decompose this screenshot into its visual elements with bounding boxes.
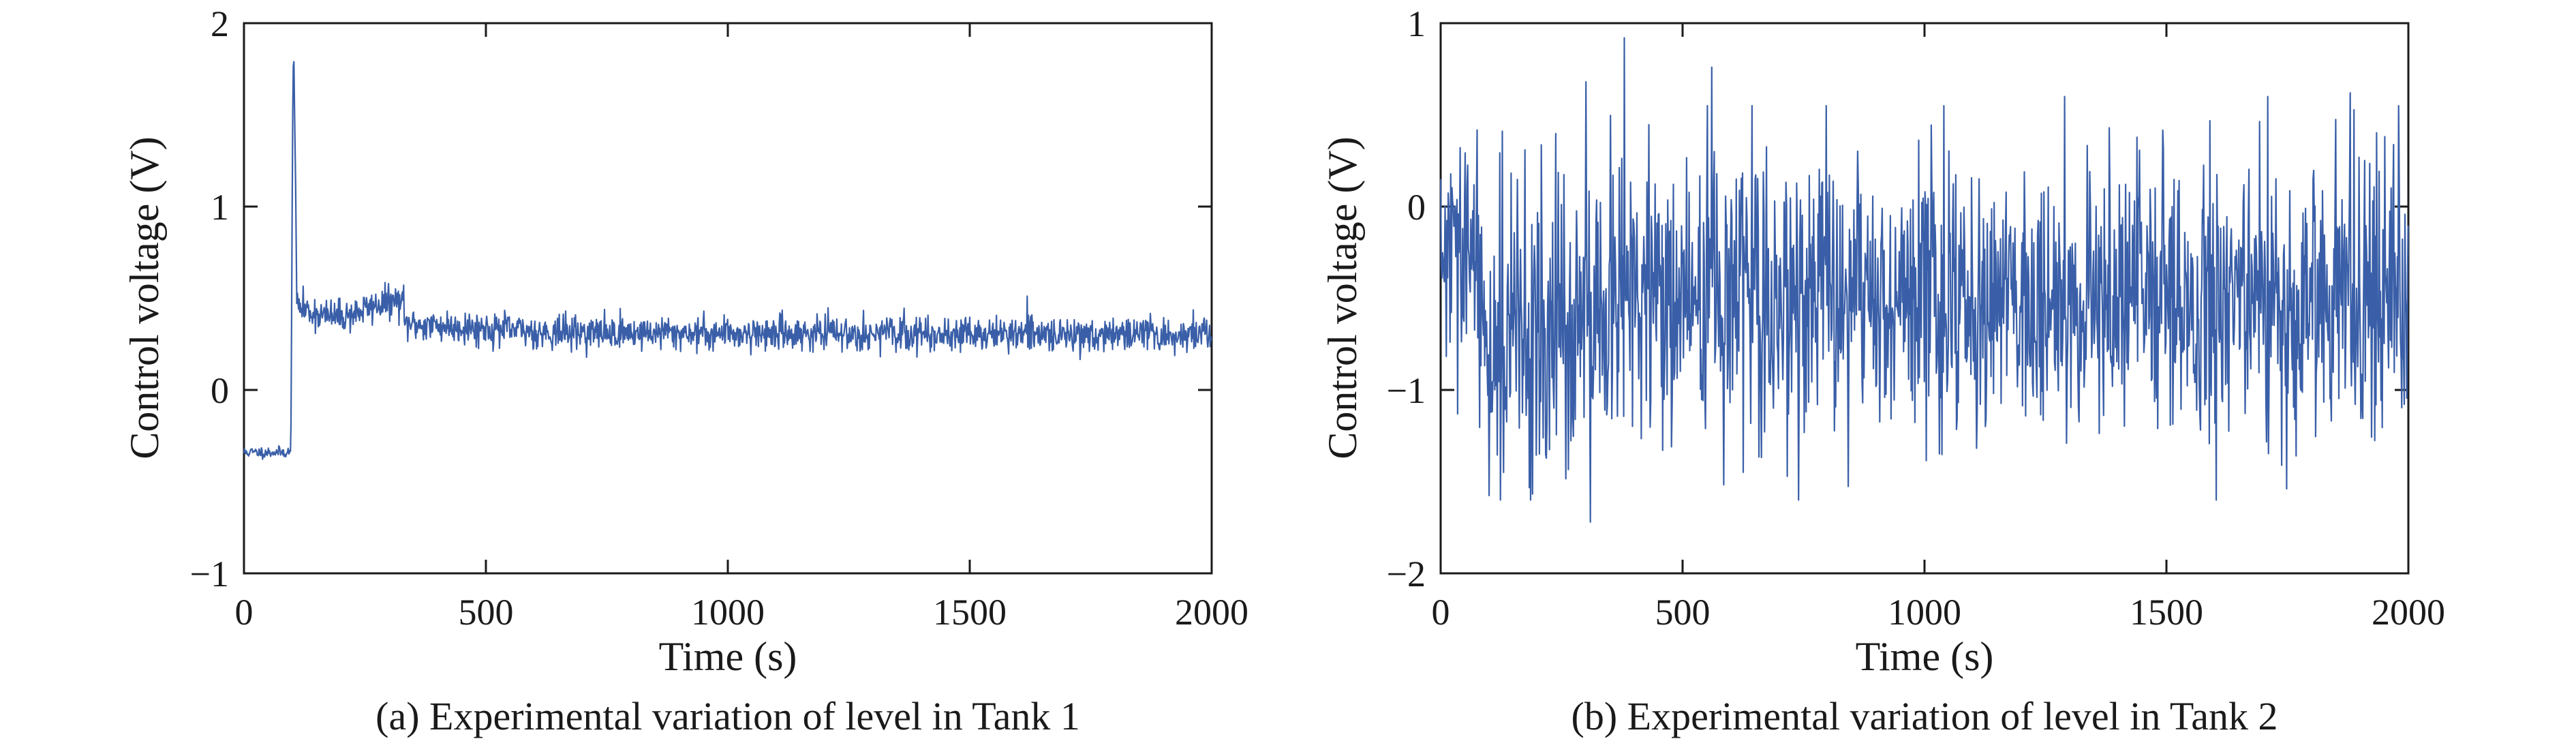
panel-a-caption: (a) Experimental variation of level in T…	[375, 694, 1080, 738]
panel-b-x-axis-label: Time (s)	[1856, 634, 1994, 679]
panel-a-ytick-label-1: 1	[211, 187, 229, 228]
panel-b-xtick-label-500: 500	[1655, 592, 1711, 633]
panel-a-xtick-label-1000: 1000	[691, 592, 765, 633]
panel-b-ytick-label-neg1: −1	[1387, 370, 1426, 411]
panel-b-y-axis-label: Control voltage (V)	[1320, 136, 1365, 459]
panel-a-ytick-label-neg1: −1	[190, 554, 229, 594]
panel-a: 0 500 1000 1500 2000 −1 0 1 2 Time (s) C…	[122, 3, 1248, 738]
panel-b-xtick-label-1000: 1000	[1888, 592, 1961, 633]
panel-b-ticks	[1439, 22, 2410, 575]
panel-a-xtick-label-1500: 1500	[933, 592, 1007, 633]
panel-b-xtick-label-1500: 1500	[2130, 592, 2203, 633]
panel-a-ticks	[243, 22, 1213, 575]
panel-a-ytick-label-0: 0	[211, 370, 229, 411]
panel-b-xtick-label-2000: 2000	[2372, 592, 2445, 633]
panel-b-series-line	[1439, 37, 2409, 523]
panel-a-xtick-label-0: 0	[235, 592, 254, 633]
panel-b-ytick-label-neg2: −2	[1387, 554, 1426, 594]
panel-a-series-line	[243, 61, 1212, 460]
panel-b-ytick-label-1: 1	[1407, 3, 1426, 44]
panel-b-xtick-label-0: 0	[1432, 592, 1450, 633]
panel-a-x-axis-label: Time (s)	[659, 634, 797, 679]
panel-a-y-axis-label: Control voltage (V)	[122, 136, 167, 459]
panel-b-ytick-label-0: 0	[1407, 187, 1426, 228]
panel-a-ytick-label-2: 2	[211, 3, 229, 44]
panel-a-xtick-label-2000: 2000	[1175, 592, 1248, 633]
panel-a-xtick-label-500: 500	[459, 592, 514, 633]
panel-b: 0 500 1000 1500 2000 −2 −1 0 1 Time (s) …	[1320, 3, 2445, 738]
panel-b-caption: (b) Experimental variation of level in T…	[1571, 694, 2278, 738]
